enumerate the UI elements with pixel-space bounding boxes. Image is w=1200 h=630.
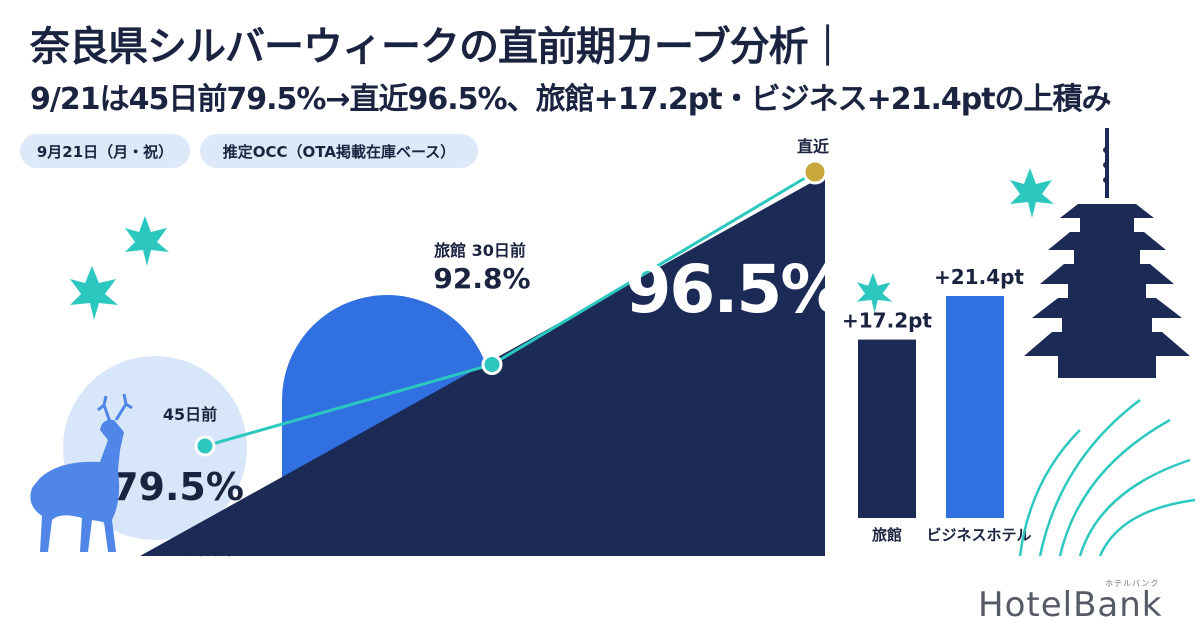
value-label-latest: 96.5% <box>626 251 846 328</box>
occ-point-0 <box>194 435 216 457</box>
hotelbank-logo: HotelBank <box>978 585 1163 625</box>
date-tag: 9月21日（月・祝） <box>20 134 190 168</box>
bar-category-label-1: ビジネスホテル <box>926 526 1031 544</box>
point-label-latest: 直近 <box>797 137 829 156</box>
bar-category-label-0: 旅館 <box>872 526 902 544</box>
bar-1 <box>946 296 1004 518</box>
page-subtitle: 9/21は45日前79.5%→直近96.5%、旅館+17.2pt・ビジネス+21… <box>30 82 1112 117</box>
metric-tag: 推定OCC（OTA掲載在庫ベース） <box>200 134 478 168</box>
grass-icon <box>188 503 286 557</box>
occ-point-2 <box>802 159 828 185</box>
deer-icon <box>30 393 133 552</box>
point-label-45days: 45日前 <box>163 405 217 424</box>
page-title: 奈良県シルバーウィークの直前期カーブ分析｜ <box>30 24 848 70</box>
occ-point-1 <box>481 354 503 376</box>
value-label-45days: 79.5% <box>112 465 244 509</box>
value-label-30days: 92.8% <box>433 262 530 295</box>
grass-icon <box>1018 399 1196 557</box>
pagoda-icon <box>1024 128 1190 378</box>
maple-leaf-icon <box>70 168 1054 320</box>
point-label-30days: 旅館 30日前 <box>434 241 526 260</box>
bar-value-label-0: +17.2pt <box>842 309 932 333</box>
bar-value-label-1: +21.4pt <box>934 265 1024 289</box>
hotelbank-logo-kana: ホテルバンク <box>1105 579 1160 588</box>
bar-0 <box>858 339 916 518</box>
